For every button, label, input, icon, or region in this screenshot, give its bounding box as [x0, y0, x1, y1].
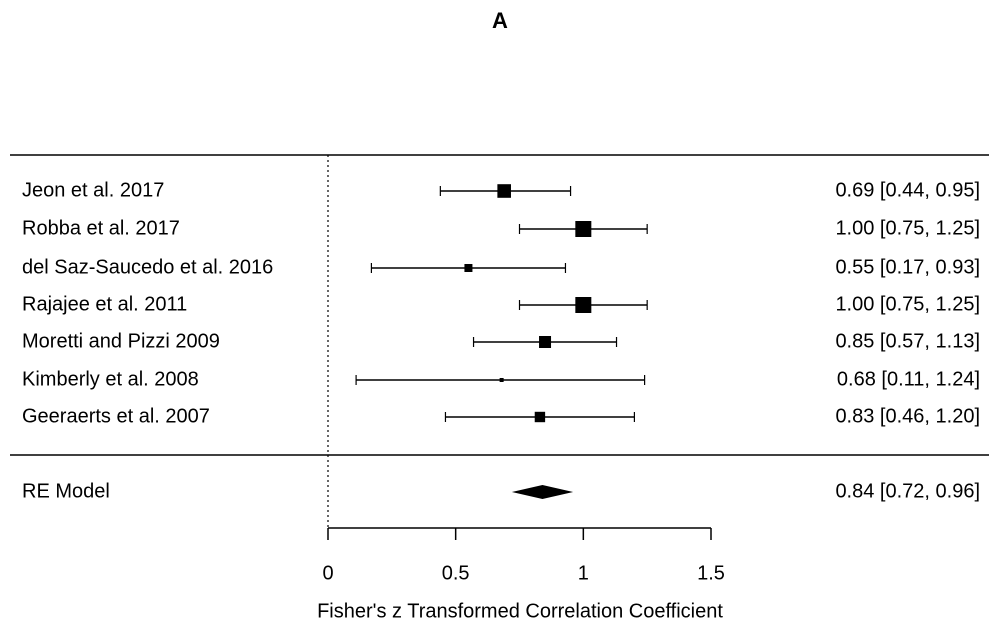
- study-estimate: [575, 221, 592, 237]
- study-estimate: [497, 184, 511, 198]
- study-estimate: [575, 297, 592, 313]
- study-value-label: 0.85 [0.57, 1.13]: [835, 330, 980, 352]
- study-estimate: [539, 336, 552, 348]
- study-name: del Saz-Saucedo et al. 2016: [22, 256, 273, 278]
- study-value-label: 0.68 [0.11, 1.24]: [837, 368, 980, 390]
- study-name: Robba et al. 2017: [22, 217, 180, 239]
- chart-title: A: [492, 8, 508, 33]
- study-name: Jeon et al. 2017: [22, 179, 164, 201]
- study-value-label: 0.55 [0.17, 0.93]: [835, 256, 980, 278]
- study-estimate: [464, 264, 473, 272]
- study-value-label: 1.00 [0.75, 1.25]: [835, 217, 980, 239]
- study-value-label: 0.69 [0.44, 0.95]: [835, 179, 980, 201]
- study-estimate: [499, 378, 504, 382]
- summary-diamond: [511, 485, 574, 499]
- study-name: Kimberly et al. 2008: [22, 368, 199, 390]
- x-tick-label: 1.5: [697, 562, 725, 584]
- study-value-label: 1.00 [0.75, 1.25]: [835, 293, 980, 315]
- x-tick-label: 0.5: [442, 562, 470, 584]
- x-tick-label: 1: [578, 562, 589, 584]
- study-name: Geeraerts et al. 2007: [22, 405, 210, 427]
- x-axis-label: Fisher's z Transformed Correlation Coeff…: [317, 600, 723, 622]
- summary-value-label: 0.84 [0.72, 0.96]: [835, 480, 980, 502]
- study-name: Rajajee et al. 2011: [22, 293, 187, 315]
- study-estimate: [534, 411, 546, 423]
- study-name: Moretti and Pizzi 2009: [22, 330, 220, 352]
- study-value-label: 0.83 [0.46, 1.20]: [835, 405, 980, 427]
- summary-name: RE Model: [22, 480, 110, 502]
- x-tick-label: 0: [322, 562, 333, 584]
